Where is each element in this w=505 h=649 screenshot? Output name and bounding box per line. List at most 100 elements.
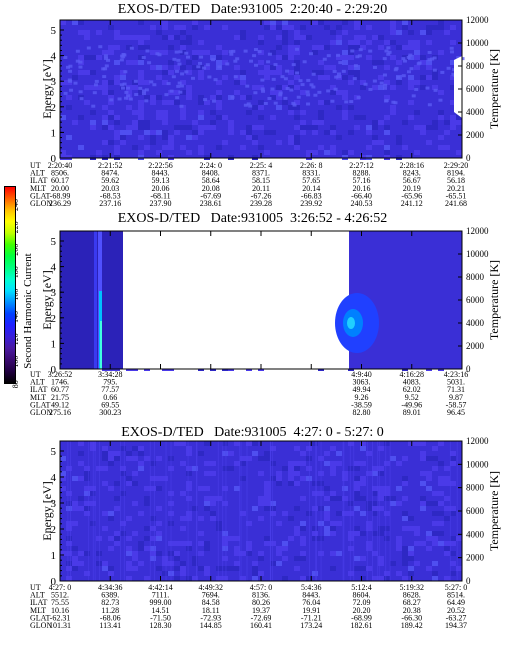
heatmap-cell — [246, 95, 252, 100]
heatmap-cell — [264, 496, 270, 501]
heatmap-cell — [120, 466, 126, 471]
heatmap-cell — [72, 476, 78, 481]
heatmap-cell — [312, 130, 318, 135]
heatmap-cell — [450, 120, 456, 125]
heatmap-streak — [92, 441, 94, 581]
heatmap-cell — [252, 561, 258, 566]
heatmap-cell — [78, 55, 84, 60]
heatmap-cell — [180, 30, 186, 35]
heatmap-cell — [138, 86, 143, 90]
heatmap-cell — [261, 89, 266, 93]
heatmap-cell — [144, 99, 149, 103]
heatmap-cell — [234, 35, 240, 40]
heatmap-cell — [326, 89, 331, 93]
table-cell: -62.31 — [50, 613, 71, 622]
table-cell: 20.03 — [101, 184, 119, 193]
heatmap-cell — [420, 125, 426, 130]
heatmap-cell — [162, 110, 168, 115]
y-tick-label: 1 — [51, 550, 57, 562]
heatmap-cell — [402, 526, 408, 531]
table-cell: 2:20:40 — [48, 161, 72, 170]
heatmap-cell — [294, 506, 300, 511]
heatmap-cell — [276, 105, 282, 110]
heatmap-cell — [276, 45, 282, 50]
heatmap-cell — [382, 57, 387, 61]
heatmap-cell — [180, 65, 186, 70]
heatmap-cell — [162, 20, 168, 25]
table-cell: 4:23:16 — [444, 370, 468, 379]
heatmap-cell — [240, 75, 246, 80]
y2-tick-label: 2000 — [466, 130, 485, 140]
heatmap-cell — [390, 30, 396, 35]
heatmap-cell — [222, 566, 228, 571]
heatmap-cell — [270, 70, 276, 75]
heatmap-cell — [174, 25, 180, 30]
heatmap-cell — [192, 561, 198, 566]
y-tick-label: 2 — [51, 102, 57, 114]
heatmap-streak — [99, 441, 101, 581]
heatmap-streak — [309, 441, 311, 581]
heatmap-cell — [246, 546, 252, 551]
heatmap-cell — [330, 531, 336, 536]
heatmap-cell — [416, 62, 421, 66]
heatmap-streak — [240, 441, 242, 581]
heatmap-cell — [300, 476, 306, 481]
heatmap-cell — [122, 82, 127, 86]
heatmap-cell — [302, 60, 307, 64]
heatmap-cell — [288, 516, 294, 521]
heatmap-cell — [358, 48, 363, 52]
heatmap-cell — [295, 47, 300, 51]
table-cell: -63.27 — [446, 613, 467, 622]
heatmap-cell — [438, 110, 444, 115]
heatmap-cell — [288, 45, 294, 50]
heatmap-cell — [414, 55, 420, 60]
heatmap-cell — [156, 65, 162, 70]
heatmap-cell — [216, 60, 222, 65]
table-cell: 4:57: 0 — [250, 583, 272, 592]
heatmap-cell — [384, 130, 390, 135]
heatmap-cell — [383, 83, 388, 87]
heatmap-cell — [294, 105, 300, 110]
heatmap-cell — [354, 35, 360, 40]
heatmap-cell — [348, 45, 354, 50]
heatmap-cell — [258, 516, 264, 521]
heatmap-cell — [338, 61, 343, 65]
heatmap-cell — [192, 556, 198, 561]
heatmap-cell — [141, 56, 146, 60]
heatmap-cell — [342, 55, 348, 60]
heatmap-cell — [228, 451, 234, 456]
table-cell: 128.30 — [150, 621, 172, 630]
heatmap-cell — [312, 481, 318, 486]
heatmap-cell — [144, 120, 150, 125]
heatmap-cell — [444, 516, 450, 521]
heatmap-cell — [180, 125, 186, 130]
heatmap-cell — [60, 456, 66, 461]
heatmap-cell — [420, 481, 426, 486]
heatmap-cell — [174, 566, 180, 571]
heatmap-streak — [196, 441, 198, 581]
heatmap-cell — [138, 541, 144, 546]
heatmap-cell — [294, 140, 300, 145]
heatmap-streak — [456, 441, 458, 581]
heatmap-cell — [378, 556, 384, 561]
heatmap-cell — [378, 561, 384, 566]
heatmap-cell — [288, 70, 294, 75]
table-cell: 4:34:36 — [98, 583, 122, 592]
heatmap-cell — [396, 80, 402, 85]
heatmap-cell — [180, 461, 186, 466]
heatmap-cell — [336, 521, 342, 526]
heatmap-cell — [294, 526, 300, 531]
heatmap-cell — [79, 97, 84, 101]
heatmap-cell — [324, 506, 330, 511]
heatmap-cell — [114, 150, 120, 155]
heatmap-cell — [202, 66, 207, 70]
table-cell: 21.75 — [51, 393, 69, 402]
heatmap-streak — [165, 441, 167, 581]
heatmap-cell — [264, 75, 270, 80]
heatmap-cell — [432, 491, 438, 496]
heatmap-cell — [156, 115, 162, 120]
heatmap-cell — [342, 150, 348, 155]
heatmap-cell — [192, 506, 198, 511]
table-cell: 3:26:52 — [48, 370, 72, 379]
heatmap-cell — [84, 511, 90, 516]
